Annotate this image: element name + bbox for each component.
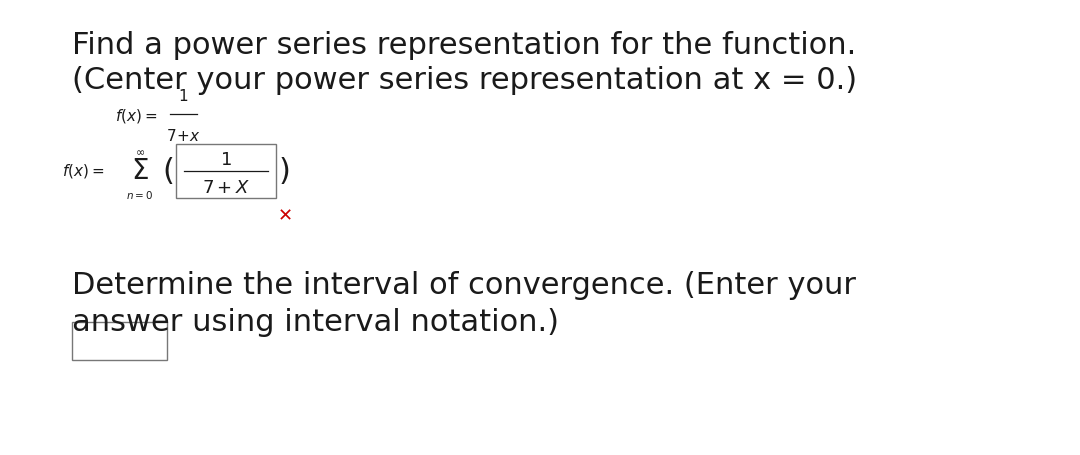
Text: $($: $($	[162, 155, 174, 186]
Text: $f(x) =$: $f(x) =$	[62, 162, 105, 180]
FancyBboxPatch shape	[72, 322, 167, 360]
Text: $1$: $1$	[178, 88, 188, 104]
Text: $7+X$: $7+X$	[202, 179, 251, 197]
FancyBboxPatch shape	[176, 145, 276, 198]
Text: (Center your power series representation at x = 0.): (Center your power series representation…	[72, 66, 858, 95]
Text: Find a power series representation for the function.: Find a power series representation for t…	[72, 31, 856, 60]
Text: $f(x) =$: $f(x) =$	[114, 107, 158, 125]
Text: $1$: $1$	[220, 151, 232, 169]
Text: Determine the interval of convergence. (Enter your: Determine the interval of convergence. (…	[72, 270, 856, 299]
Text: answer using interval notation.): answer using interval notation.)	[72, 307, 559, 336]
Text: ✕: ✕	[278, 207, 293, 224]
Text: $\Sigma$: $\Sigma$	[131, 157, 149, 185]
Text: $)$: $)$	[278, 155, 289, 186]
Text: $n=0$: $n=0$	[126, 188, 153, 201]
Text: $\infty$: $\infty$	[135, 147, 145, 157]
Text: $7\!+\!x$: $7\!+\!x$	[165, 128, 200, 144]
